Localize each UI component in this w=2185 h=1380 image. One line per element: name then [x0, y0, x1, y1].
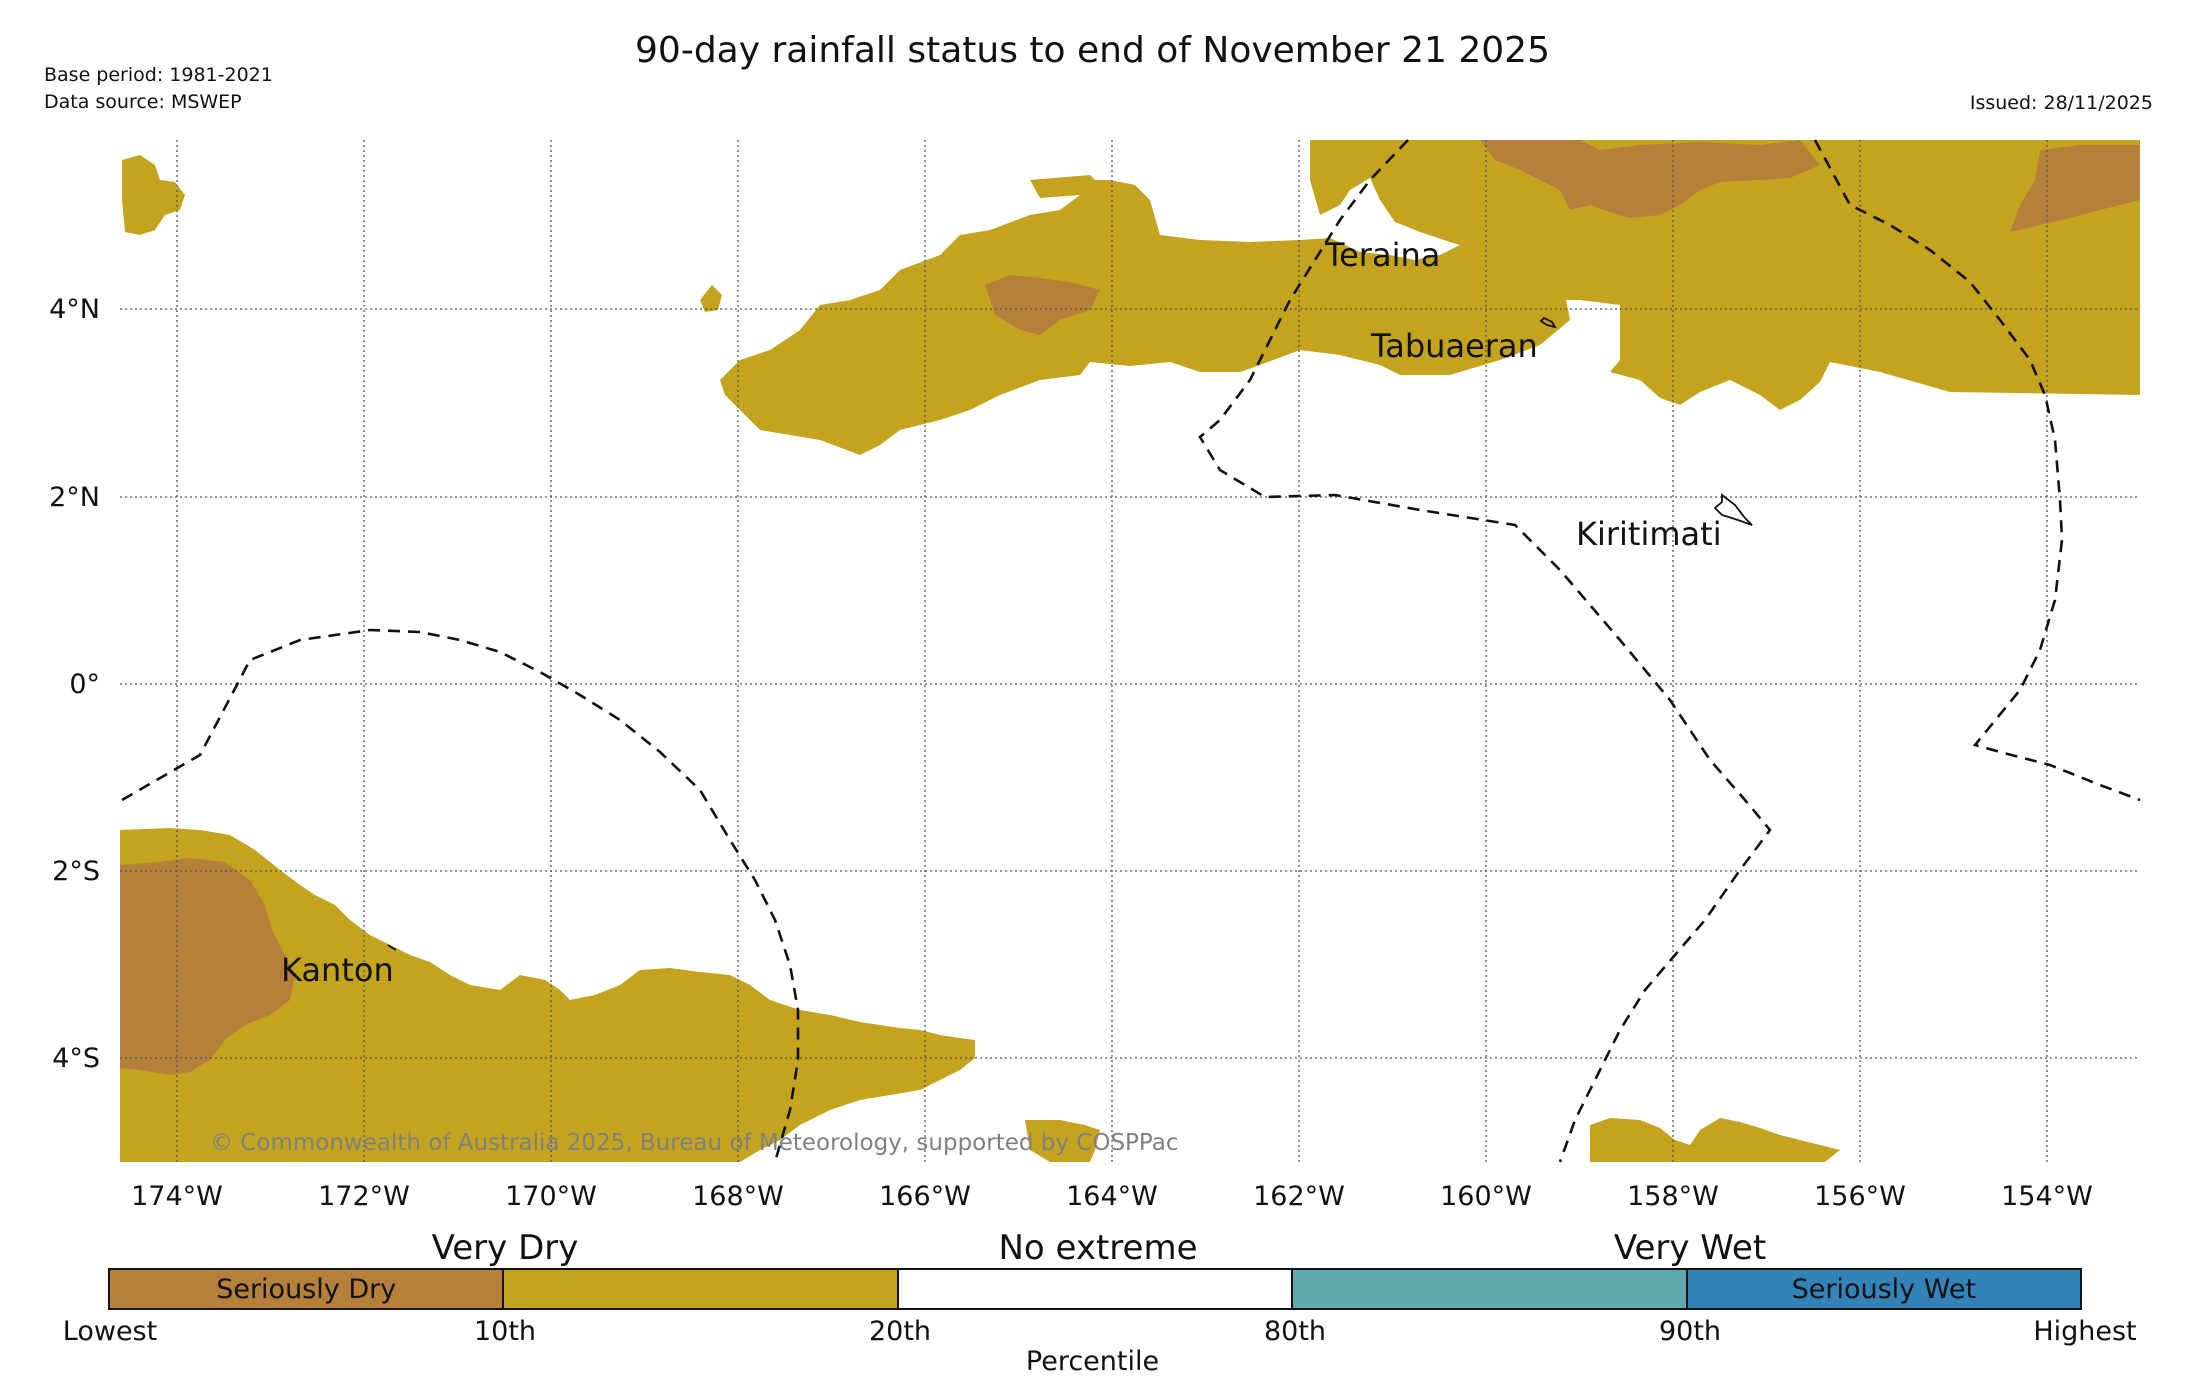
- very-dry-region-southwest: [120, 828, 975, 1162]
- seriously-dry-region-north-central: [985, 275, 1100, 335]
- kanton-outline: [387, 944, 397, 951]
- very-dry-region-islet-b: [1030, 175, 1100, 198]
- latitude-labels: 4°N 2°N 0° 2°S 4°S: [49, 294, 100, 1074]
- lon-label-164w: 164°W: [1066, 1181, 1158, 1212]
- seriously-dry-region-northeast: [1480, 140, 1820, 218]
- legend-tick-80th: 80th: [1263, 1316, 1327, 1347]
- lon-label-160w: 160°W: [1440, 1181, 1532, 1212]
- tabuaeran-outline: [1539, 316, 1557, 329]
- map-metadata: Base period: 1981-2021 Data source: MSWE…: [44, 62, 273, 116]
- very-dry-region-islet-a: [700, 285, 722, 312]
- legend-tick-highest: Highest: [2033, 1316, 2137, 1347]
- legend-tick-20th: 20th: [868, 1316, 932, 1347]
- base-period-text: Base period: 1981-2021: [44, 64, 273, 86]
- legend-segment-seriously-dry: Seriously Dry: [110, 1270, 505, 1308]
- place-label-teraina: Teraina: [1324, 236, 1440, 274]
- eez-boundaries: [121, 139, 2141, 1163]
- legend-tick-10th: 10th: [473, 1316, 537, 1347]
- lat-label-2n: 2°N: [49, 482, 100, 513]
- legend-segment-seriously-wet: Seriously Wet: [1687, 1270, 2081, 1308]
- copyright-notice: © Commonwealth of Australia 2025, Bureau…: [210, 1130, 1179, 1156]
- longitude-labels: 174°W 172°W 170°W 168°W 166°W 164°W 162°…: [131, 1181, 2093, 1212]
- legend-segment-very-wet: [1293, 1270, 1688, 1308]
- kiritimati-outline: [1713, 493, 1753, 526]
- legend-axis-label: Percentile: [1025, 1346, 1160, 1377]
- graticule: [120, 140, 2140, 1162]
- very-dry-region-northwest-islet: [122, 155, 185, 235]
- place-label-kiritimati: Kiritimati: [1576, 515, 1722, 553]
- lon-label-168w: 168°W: [692, 1181, 784, 1212]
- lon-label-154w: 154°W: [2001, 1181, 2093, 1212]
- legend-heading-very-wet: Very Wet: [1613, 1228, 1767, 1268]
- legend-heading-very-dry: Very Dry: [431, 1228, 579, 1268]
- legend-colorbar: Seriously Dry Seriously Wet: [108, 1268, 2082, 1310]
- legend-tick-lowest: Lowest: [62, 1316, 158, 1347]
- rainfall-fields: [120, 140, 2140, 1162]
- lat-label-2s: 2°S: [52, 856, 100, 887]
- rainfall-map: 174°W 172°W 170°W 168°W 166°W 164°W 162°…: [49, 139, 2141, 1212]
- legend-tick-90th: 90th: [1658, 1316, 1722, 1347]
- eez-boundary-line-east: [1813, 139, 2141, 802]
- lon-label-156w: 156°W: [1814, 1181, 1906, 1212]
- lon-label-162w: 162°W: [1253, 1181, 1345, 1212]
- lon-label-166w: 166°W: [879, 1181, 971, 1212]
- map-title: 90-day rainfall status to end of Novembe…: [635, 30, 1550, 71]
- legend-segment-very-dry: [504, 1270, 899, 1308]
- lon-label-170w: 170°W: [505, 1181, 597, 1212]
- lon-label-172w: 172°W: [318, 1181, 410, 1212]
- lat-label-4s: 4°S: [52, 1043, 100, 1074]
- legend-segment-no-extreme: [898, 1270, 1294, 1308]
- lon-label-174w: 174°W: [131, 1181, 223, 1212]
- place-labels: Teraina Tabuaeran Kiritimati Kanton: [281, 236, 1722, 989]
- very-dry-region-southeast: [1590, 1118, 1840, 1162]
- island-outlines: [387, 316, 1753, 951]
- data-source-text: Data source: MSWEP: [44, 91, 242, 113]
- seriously-dry-region-far-east: [2010, 145, 2140, 232]
- very-dry-region-north-central: [720, 180, 1570, 455]
- eez-boundary-phoenix: [121, 628, 800, 1163]
- very-dry-regions: [120, 140, 2140, 1162]
- legend-heading-no-extreme: No extreme: [998, 1228, 1198, 1268]
- issued-date: Issued: 28/11/2025: [1969, 92, 2153, 114]
- place-label-kanton: Kanton: [281, 951, 394, 989]
- lat-label-0: 0°: [69, 669, 100, 700]
- lon-label-158w: 158°W: [1627, 1181, 1719, 1212]
- lat-label-4n: 4°N: [49, 294, 100, 325]
- seriously-dry-region-southwest: [120, 858, 295, 1075]
- very-dry-region-northeast: [1310, 140, 2140, 410]
- seriously-dry-regions: [120, 140, 2140, 1075]
- place-label-tabuaeran: Tabuaeran: [1370, 327, 1538, 365]
- eez-boundary-line-west: [1198, 139, 1772, 1163]
- very-dry-region-south-central: [1025, 1120, 1100, 1162]
